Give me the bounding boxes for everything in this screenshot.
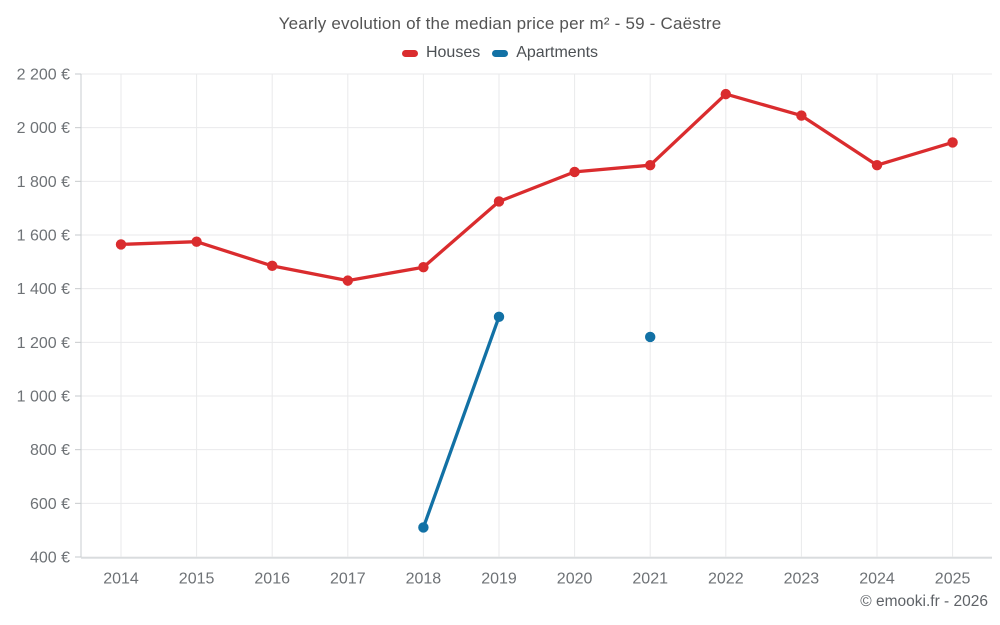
legend-item-houses[interactable]: Houses (401, 44, 481, 62)
series-point-apartments-2019[interactable] (493, 311, 505, 323)
x-tick-label: 2022 (708, 571, 744, 588)
y-tick-label: 800 € (30, 442, 70, 459)
y-tick-label: 1 200 € (17, 335, 70, 352)
copyright-footer: © emooki.fr - 2026 (860, 593, 988, 610)
x-tick-label: 2017 (330, 571, 366, 588)
series-point-apartments-2021[interactable] (645, 331, 656, 343)
x-tick-label: 2019 (481, 571, 517, 588)
x-tick-label: 2024 (859, 571, 895, 588)
apartments-legend-swatch (492, 49, 509, 57)
series-point-houses-2024[interactable] (871, 160, 883, 171)
legend-item-apartments[interactable]: Apartments (492, 44, 598, 62)
y-tick-label: 2 200 € (17, 67, 70, 84)
series-point-houses-2020[interactable] (569, 166, 580, 178)
x-tick-label: 2014 (103, 571, 139, 588)
series-point-houses-2023[interactable] (796, 110, 807, 121)
y-tick-label: 1 400 € (17, 281, 70, 298)
series-point-houses-2015[interactable] (191, 236, 202, 247)
houses-legend-label: Houses (425, 44, 481, 61)
x-tick-label: 2018 (406, 571, 442, 588)
x-tick-label: 2015 (179, 571, 215, 588)
series-point-houses-2019[interactable] (493, 196, 505, 207)
y-tick-label: 600 € (30, 496, 70, 513)
y-tick-label: 1 800 € (17, 174, 70, 191)
series-point-houses-2016[interactable] (267, 260, 278, 272)
series-line-apartments (421, 315, 501, 530)
series-point-houses-2021[interactable] (645, 160, 656, 171)
chart-title: Yearly evolution of the median price per… (278, 14, 722, 33)
series-line-houses (119, 92, 955, 283)
y-tick-label: 2 000 € (17, 120, 70, 137)
series-point-houses-2025[interactable] (947, 137, 958, 148)
x-tick-label: 2025 (935, 571, 971, 588)
series-point-houses-2017[interactable] (342, 275, 353, 286)
x-tick-label: 2021 (632, 571, 668, 588)
series-point-apartments-2018[interactable] (418, 522, 429, 533)
y-tick-label: 1 600 € (17, 228, 70, 245)
houses-legend-swatch (401, 49, 418, 57)
y-tick-label: 400 € (30, 550, 70, 567)
y-tick-label: 1 000 € (17, 389, 70, 406)
series-point-houses-2022[interactable] (720, 88, 731, 100)
series-point-houses-2014[interactable] (115, 239, 127, 250)
legend: Houses Apartments (0, 43, 1000, 63)
series-point-houses-2018[interactable] (418, 262, 429, 273)
x-tick-label: 2020 (557, 571, 593, 588)
apartments-legend-label: Apartments (516, 44, 599, 61)
x-tick-label: 2023 (784, 571, 820, 588)
x-tick-label: 2016 (254, 571, 290, 588)
